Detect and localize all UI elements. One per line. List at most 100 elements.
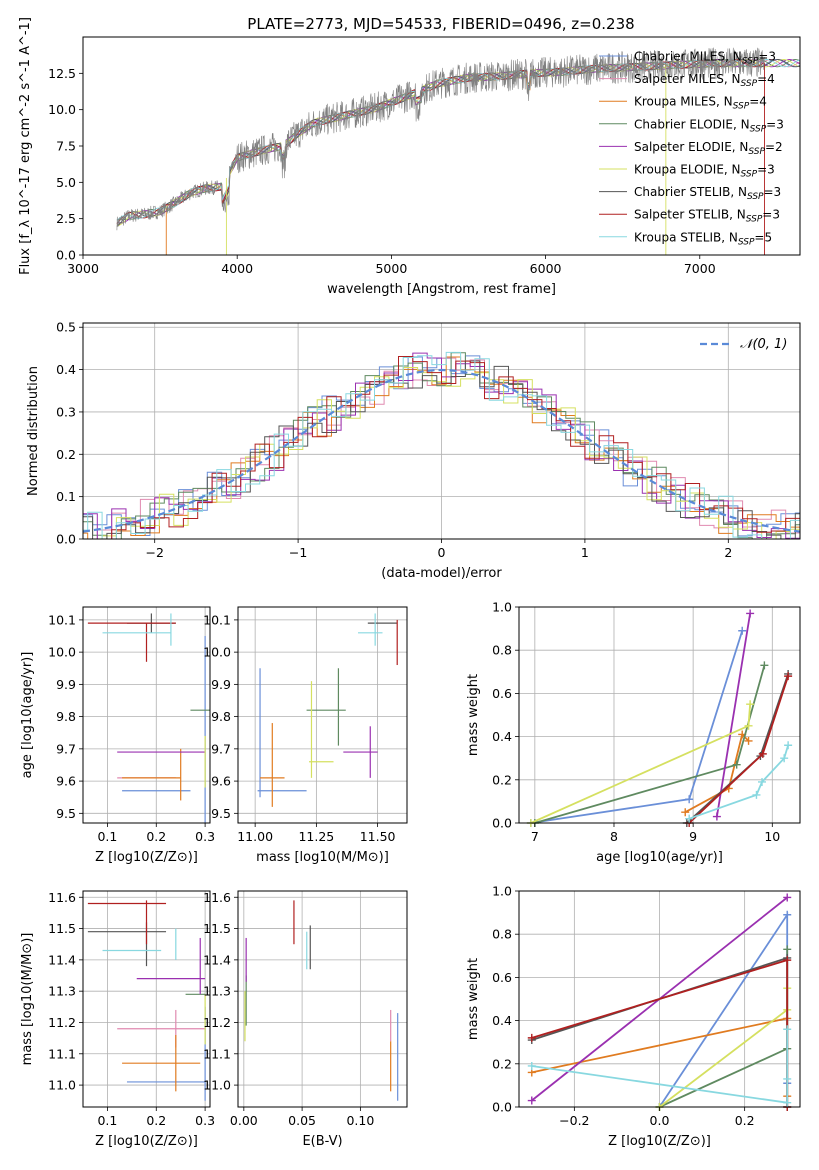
x-tick-label: 0.05 [288,1113,316,1128]
plot-area-mass-vs-Z [87,900,206,1101]
x-tick-label: 0.3 [195,1113,215,1128]
y-tick-label: 0.2 [492,1056,512,1071]
x-tick-label: 6000 [530,261,562,276]
y-tick-label: 0.0 [56,248,76,263]
x-tick-label: 9 [689,829,697,844]
errorbars [257,613,398,807]
x-tick-label: 3000 [67,261,99,276]
axes-frame [82,606,211,824]
mass-weight-marker [784,741,793,750]
mass-weight-line [659,949,789,1108]
y-tick-label: 0.4 [492,729,512,744]
x-tick-label: 0.0 [650,1113,670,1128]
y-tick-label: 11.6 [48,890,76,905]
y-tick-label: 11.2 [203,1015,231,1030]
axes-age-vs-Z: 0.1 0.2 0.3 9.5 9.6 9.7 9.8 9.9 10.0 10.1 Z [log10… [20,606,215,865]
y-tick-label: 9.6 [211,774,231,789]
legend-label: Kroupa MILES, NSSP=4 [634,95,767,112]
y-axis-label: Flux [f_λ 10^-17 erg cm^-2 s^-1 A^-1] [18,17,33,275]
legend-label: Chabrier MILES, NSSP=3 [634,50,776,67]
plot-area-age-vs-mass [257,613,398,807]
plot-area-massweight-vs-Z [527,893,792,1111]
frame-group: 0.1 0.2 0.3 11.0 11.1 11.2 11.3 11.4 11.5 11.6 Z [… [20,890,215,1149]
x-tick-label: 5000 [375,261,407,276]
legend-label: Kroupa ELODIE, NSSP=3 [634,163,775,180]
x-tick-label: 7 [531,829,539,844]
y-tick-label: 9.6 [56,774,76,789]
x-axis-label: Z [log10(Z/Z⊙)] [608,1134,711,1149]
x-tick-label: 7000 [684,261,716,276]
errorbars [87,613,210,823]
y-tick-label: 10.1 [203,612,231,627]
plot-area-spectrum [116,47,800,255]
mass-weight-marker [746,609,755,618]
y-axis-label: mass [log10(M/M⊙)] [20,933,35,1066]
histogram-series [83,367,800,539]
y-tick-label: 11.3 [48,984,76,999]
y-tick-label: 11.6 [203,890,231,905]
y-tick-label: 9.5 [211,806,231,821]
legend-label: Kroupa STELIB, NSSP=5 [634,230,772,247]
mass-weight-line [684,732,750,813]
y-tick-label: 2.5 [56,211,76,226]
mass-weight-marker [783,1025,792,1034]
histogram-series [83,351,800,539]
x-axis-label: E(B-V) [302,1134,342,1149]
y-tick-label: 9.9 [56,677,76,692]
legend-label: 𝒩(0, 1) [740,337,787,352]
y-tick-label: 11.2 [48,1015,76,1030]
y-tick-label: 9.7 [56,741,76,756]
histogram-series [83,356,800,539]
x-tick-label: 11.50 [360,829,396,844]
histogram-steps [83,351,800,539]
y-tick-label: 7.5 [56,139,76,154]
mass-weight-marker [527,1061,536,1070]
x-tick-label: −0.2 [559,1113,589,1128]
y-tick-label: 9.9 [211,677,231,692]
frame-group: 3000 4000 5000 6000 7000 0.0 2.5 5.0 7.5 10.0 12.5… [18,17,801,297]
model-spectrum-line [116,59,800,221]
x-tick-label: 0.2 [735,1113,755,1128]
mass-weight-marker [681,808,690,817]
y-tick-label: 11.3 [203,984,231,999]
y-tick-label: 1.0 [492,600,512,615]
y-tick-label: 9.7 [211,741,231,756]
mass-weight-marker [783,910,792,919]
y-tick-label: 0.8 [492,927,512,942]
x-tick-label: 0 [438,545,446,560]
mass-weight-marker [685,814,694,823]
y-tick-label: 9.8 [56,709,76,724]
legend-label: Chabrier ELODIE, NSSP=3 [634,117,784,134]
x-tick-label: −2 [145,545,163,560]
y-tick-label: 0.5 [56,320,76,335]
axes-massweight-vs-age: 7 8 9 10 0.0 0.2 0.4 0.6 0.8 1.0 age [log10(age/yr… [466,600,801,865]
y-axis-label: mass weight [466,674,481,756]
x-tick-label: 0.2 [146,1113,166,1128]
x-tick-label: 10 [764,829,780,844]
y-tick-label: 0.8 [492,643,512,658]
mass-weight-line [531,1029,789,1104]
y-tick-label: 11.0 [203,1078,231,1093]
y-tick-label: 11.5 [203,921,231,936]
mass-weight-marker [758,777,767,786]
x-axis-label: wavelength [Angstrom, rest frame] [327,282,556,297]
mass-weight-lines [527,893,792,1111]
x-tick-label: 11.25 [298,829,334,844]
y-tick-label: 0.0 [492,1100,512,1115]
y-tick-label: 11.1 [203,1046,231,1061]
axes-spectrum: 3000 4000 5000 6000 7000 0.0 2.5 5.0 7.5 10.0 12.5… [18,17,801,297]
axes-frame [237,606,408,824]
mass-weight-marker [527,1096,536,1105]
y-tick-label: 10.0 [48,645,76,660]
mass-weight-marker [784,672,793,681]
mass-weight-marker [738,626,747,635]
y-tick-label: 0.2 [56,447,76,462]
x-tick-label: 0.1 [97,829,117,844]
x-tick-label: 0.10 [346,1113,374,1128]
plot-area-residual-hist [83,351,800,539]
frame-group: 11.00 11.25 11.50 9.5 9.6 9.7 9.8 9.9 10.0 10.1 ma… [203,606,408,865]
y-tick-label: 0.2 [492,772,512,787]
y-tick-label: 9.8 [211,709,231,724]
axes-frame [82,36,801,256]
